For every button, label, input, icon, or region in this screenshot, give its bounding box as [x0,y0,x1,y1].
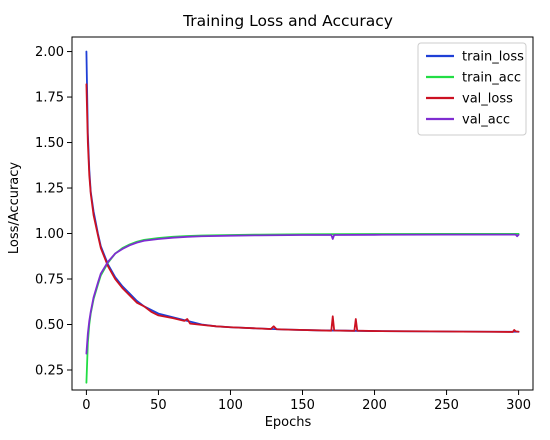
y-axis-label: Loss/Accuracy [7,162,22,255]
series-line-val-acc [85,233,520,355]
x-tick-label: 0 [82,398,90,413]
y-tick-label: 1.00 [35,227,64,242]
legend: train_loss train_acc val_loss val_acc [417,42,527,136]
y-tick-label: 2.00 [35,45,64,60]
y-tick-label: 1.50 [35,136,64,151]
y-tick-label: 1.25 [35,182,64,197]
series-line-train-acc [85,232,520,384]
legend-label-train-acc: train_acc [462,71,521,86]
legend-label-train-loss: train_loss [462,50,524,65]
x-tick-label: 300 [506,398,531,413]
x-tick-label: 100 [218,398,243,413]
x-tick-label: 150 [290,398,315,413]
plot-area [85,50,520,384]
axis-ticks: 0 50 100 150 200 250 300 0.25 0.50 0.75 1.00 1.25 1.… [35,45,531,413]
chart-title: Training Loss and Accuracy [182,12,393,30]
x-tick-label: 200 [362,398,387,413]
y-tick-label: 1.75 [35,91,64,106]
legend-box [417,42,527,136]
y-tick-label: 0.25 [35,363,64,378]
legend-label-val-acc: val_acc [462,113,510,128]
legend-label-val-loss: val_loss [462,92,513,107]
x-tick-label: 250 [434,398,459,413]
x-tick-label: 50 [150,398,167,413]
y-tick-label: 0.50 [35,318,64,333]
y-tick-label: 0.75 [35,273,64,288]
x-axis-label: Epochs [265,415,312,430]
series-line-val-loss [85,83,520,333]
